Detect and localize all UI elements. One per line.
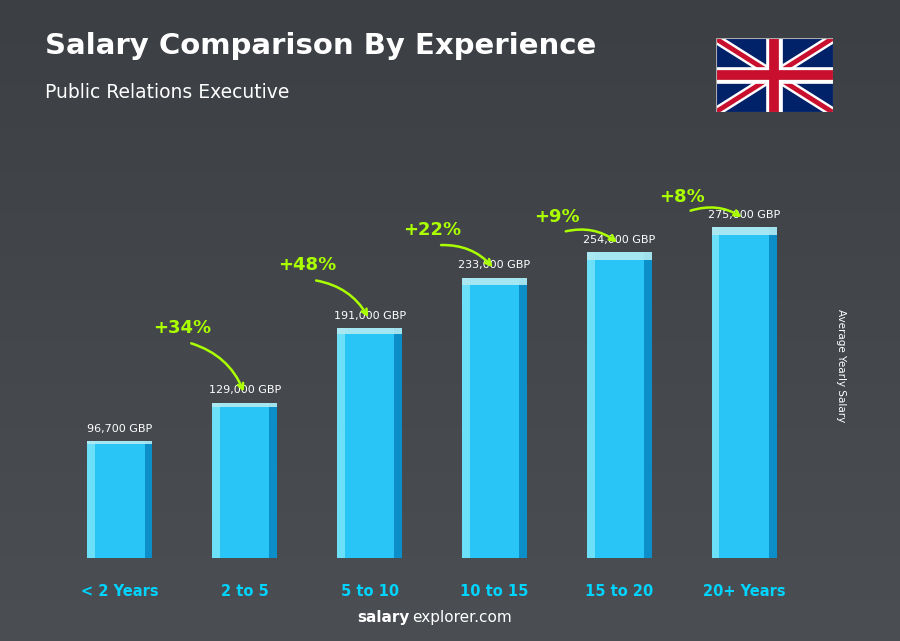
Bar bbox=[394, 328, 402, 558]
Text: explorer.com: explorer.com bbox=[412, 610, 512, 625]
Text: +48%: +48% bbox=[278, 256, 337, 274]
Text: 129,000 GBP: 129,000 GBP bbox=[209, 385, 281, 395]
Bar bbox=[87, 442, 95, 558]
Bar bbox=[587, 253, 652, 558]
Text: +22%: +22% bbox=[403, 221, 461, 239]
Bar bbox=[338, 328, 402, 334]
Bar bbox=[712, 227, 719, 558]
Text: 20+ Years: 20+ Years bbox=[703, 584, 786, 599]
Text: 233,000 GBP: 233,000 GBP bbox=[458, 260, 530, 271]
Text: 191,000 GBP: 191,000 GBP bbox=[334, 311, 406, 321]
Text: +8%: +8% bbox=[659, 188, 705, 206]
Bar bbox=[769, 227, 777, 558]
Bar bbox=[462, 278, 526, 285]
Text: < 2 Years: < 2 Years bbox=[81, 584, 158, 599]
Text: 2 to 5: 2 to 5 bbox=[220, 584, 268, 599]
Text: Average Yearly Salary: Average Yearly Salary bbox=[836, 309, 847, 422]
Text: Salary Comparison By Experience: Salary Comparison By Experience bbox=[45, 32, 596, 60]
Bar bbox=[712, 227, 777, 235]
Bar bbox=[338, 328, 345, 558]
Bar bbox=[87, 442, 152, 558]
Text: 10 to 15: 10 to 15 bbox=[460, 584, 528, 599]
Bar bbox=[212, 403, 277, 406]
Text: +34%: +34% bbox=[153, 319, 211, 337]
Bar bbox=[212, 403, 277, 558]
Text: 275,000 GBP: 275,000 GBP bbox=[708, 210, 780, 220]
Bar bbox=[587, 253, 652, 260]
Text: 5 to 10: 5 to 10 bbox=[340, 584, 399, 599]
Text: Public Relations Executive: Public Relations Executive bbox=[45, 83, 290, 103]
Bar bbox=[462, 278, 526, 558]
Bar bbox=[519, 278, 526, 558]
Bar bbox=[644, 253, 652, 558]
Bar bbox=[462, 278, 470, 558]
Bar bbox=[587, 253, 595, 558]
Text: 15 to 20: 15 to 20 bbox=[585, 584, 653, 599]
Bar bbox=[712, 227, 777, 558]
Bar bbox=[212, 403, 220, 558]
Text: 96,700 GBP: 96,700 GBP bbox=[87, 424, 152, 434]
Text: 254,000 GBP: 254,000 GBP bbox=[583, 235, 655, 245]
Bar bbox=[87, 442, 152, 444]
Bar bbox=[145, 442, 152, 558]
Bar bbox=[269, 403, 277, 558]
Bar bbox=[338, 328, 402, 558]
Text: salary: salary bbox=[357, 610, 410, 625]
Text: +9%: +9% bbox=[534, 208, 580, 226]
